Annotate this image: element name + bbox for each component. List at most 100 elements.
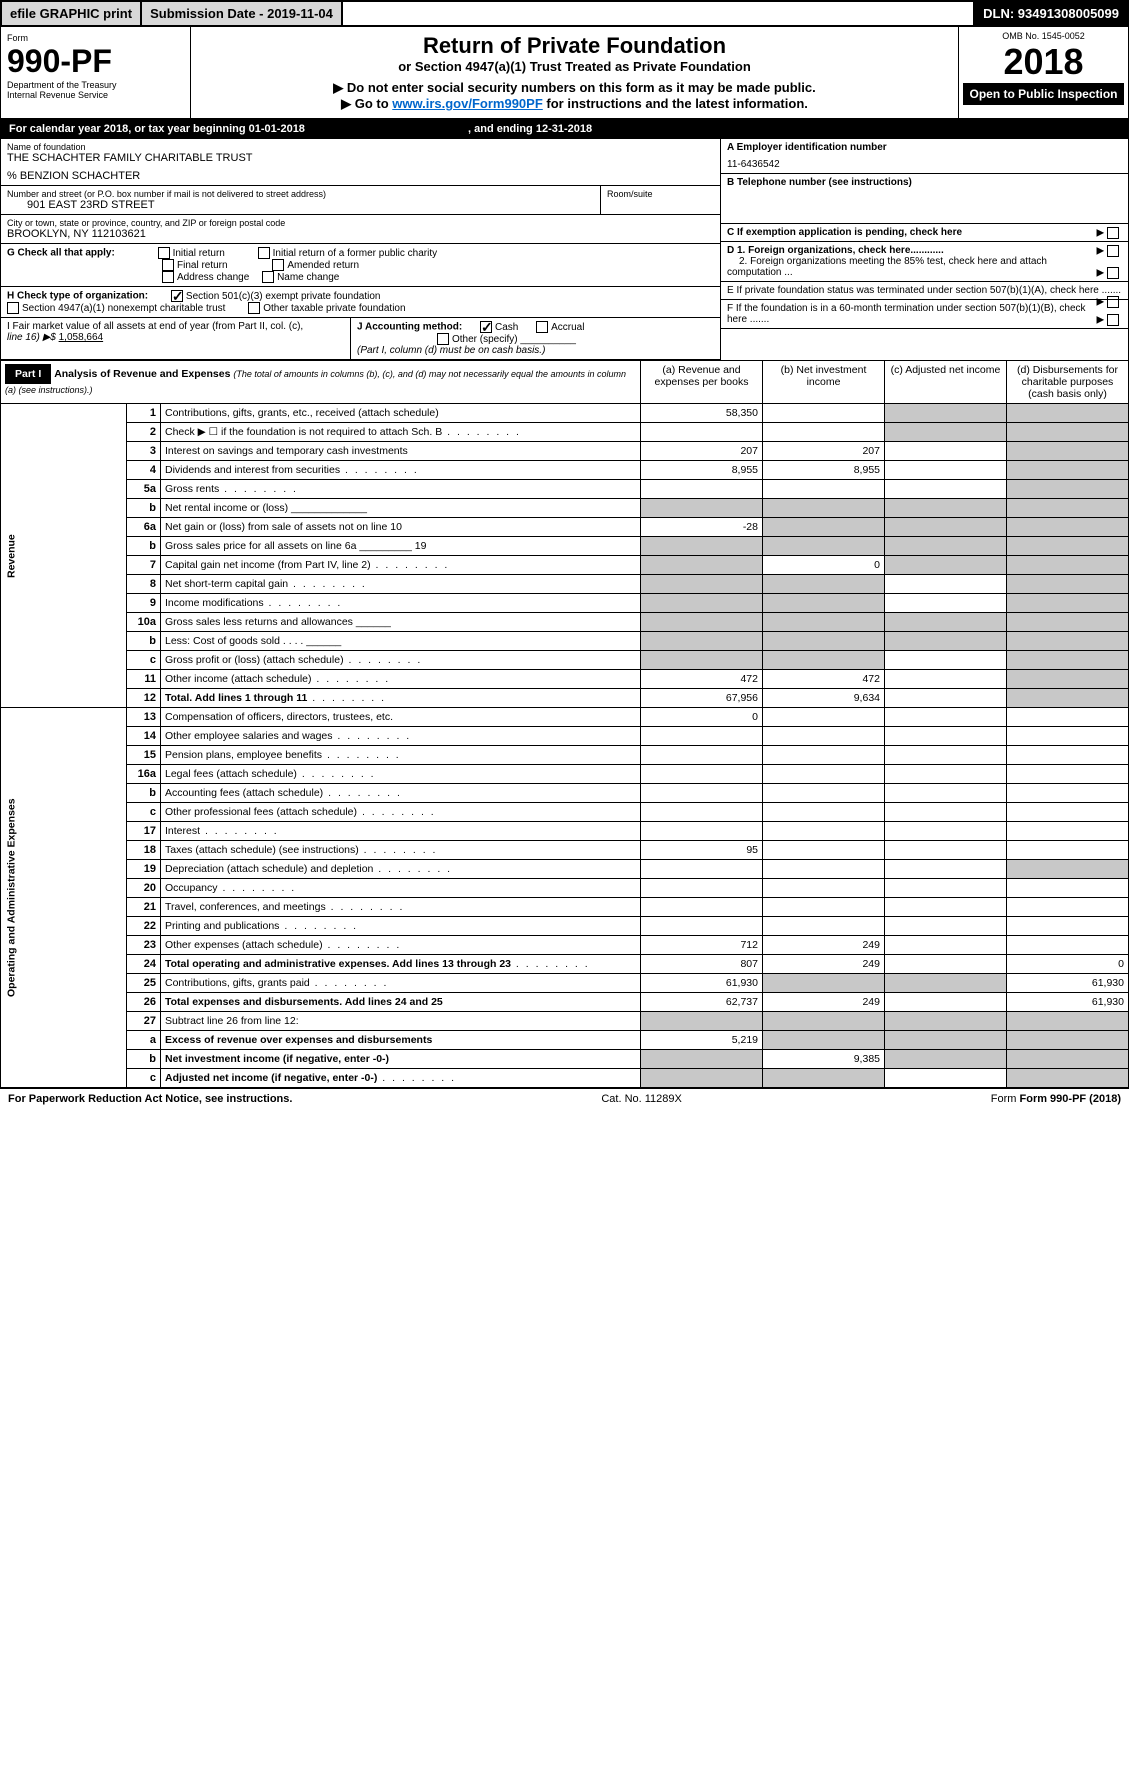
accrual-checkbox[interactable] [536, 321, 548, 333]
501c3-checkbox[interactable] [171, 290, 183, 302]
line-number: b [127, 499, 161, 518]
col-a-value [641, 632, 763, 651]
name-label: Name of foundation [7, 142, 714, 152]
col-c-value [885, 765, 1007, 784]
col-a-value [641, 727, 763, 746]
col-a-value [641, 1050, 763, 1069]
col-c-value [885, 727, 1007, 746]
room-cell: Room/suite [601, 186, 721, 215]
col-b-value [763, 480, 885, 499]
line-number: b [127, 784, 161, 803]
omb-label: OMB No. 1545-0052 [963, 31, 1124, 41]
col-a-value [641, 480, 763, 499]
col-d-value [1007, 784, 1129, 803]
line-number: 24 [127, 955, 161, 974]
col-b-value [763, 1012, 885, 1031]
part1-label: Part I [5, 364, 51, 384]
cal-pre: For calendar year 2018, or tax year begi… [9, 123, 249, 135]
col-d-value [1007, 537, 1129, 556]
form-label: Form [7, 33, 184, 43]
line-number: 2 [127, 423, 161, 442]
col-c-value [885, 803, 1007, 822]
final-return-checkbox[interactable] [162, 259, 174, 271]
col-a-value: 712 [641, 936, 763, 955]
col-b-value: 207 [763, 442, 885, 461]
col-b-value [763, 879, 885, 898]
line-description: Excess of revenue over expenses and disb… [161, 1031, 641, 1050]
col-a-value [641, 803, 763, 822]
col-d-value: 61,930 [1007, 974, 1129, 993]
cash-checkbox[interactable] [480, 321, 492, 333]
c-label: C If exemption application is pending, c… [727, 227, 962, 238]
table-row: 19Depreciation (attach schedule) and dep… [1, 860, 1129, 879]
form-title: Return of Private Foundation [211, 33, 938, 59]
col-a-header: (a) Revenue and expenses per books [641, 361, 763, 404]
table-row: 15Pension plans, employee benefits [1, 746, 1129, 765]
col-a-value [641, 1069, 763, 1088]
d1-checkbox[interactable] [1107, 245, 1119, 257]
h-opt-2: Other taxable private foundation [263, 303, 405, 314]
line-number: 21 [127, 898, 161, 917]
col-d-value [1007, 860, 1129, 879]
name-change-checkbox[interactable] [262, 271, 274, 283]
table-row: Revenue1Contributions, gifts, grants, et… [1, 404, 1129, 423]
table-row: 10aGross sales less returns and allowanc… [1, 613, 1129, 632]
initial-return-checkbox[interactable] [158, 247, 170, 259]
line-number: 22 [127, 917, 161, 936]
col-d-value [1007, 480, 1129, 499]
other-taxable-checkbox[interactable] [248, 302, 260, 314]
col-d-value [1007, 917, 1129, 936]
footer-left: For Paperwork Reduction Act Notice, see … [8, 1093, 292, 1105]
g-opt-5: Name change [277, 272, 339, 283]
g-opt-2: Final return [177, 260, 228, 271]
col-c-value [885, 613, 1007, 632]
c-cell: C If exemption application is pending, c… [721, 224, 1128, 242]
col-c-value [885, 423, 1007, 442]
amended-checkbox[interactable] [272, 259, 284, 271]
e-checkbox[interactable] [1107, 296, 1119, 308]
col-d-value [1007, 1012, 1129, 1031]
header-left: Form 990-PF Department of the Treasury I… [1, 27, 191, 118]
line-description: Gross sales price for all assets on line… [161, 537, 641, 556]
col-c-value [885, 898, 1007, 917]
address-change-checkbox[interactable] [162, 271, 174, 283]
line-description: Total expenses and disbursements. Add li… [161, 993, 641, 1012]
f-checkbox[interactable] [1107, 314, 1119, 326]
col-d-header: (d) Disbursements for charitable purpose… [1007, 361, 1129, 404]
i-label: I Fair market value of all assets at end… [7, 321, 303, 332]
col-c-value [885, 575, 1007, 594]
line-number: 7 [127, 556, 161, 575]
table-row: 26Total expenses and disbursements. Add … [1, 993, 1129, 1012]
line-description: Net gain or (loss) from sale of assets n… [161, 518, 641, 537]
4947-checkbox[interactable] [7, 302, 19, 314]
instructions-link[interactable]: www.irs.gov/Form990PF [392, 96, 543, 111]
c-checkbox[interactable] [1107, 227, 1119, 239]
table-row: Operating and Administrative Expenses13C… [1, 708, 1129, 727]
d2-checkbox[interactable] [1107, 267, 1119, 279]
line-description: Total. Add lines 1 through 11 [161, 689, 641, 708]
other-method-checkbox[interactable] [437, 333, 449, 345]
col-d-value [1007, 518, 1129, 537]
line-description: Travel, conferences, and meetings [161, 898, 641, 917]
g-label: G Check all that apply: [7, 248, 115, 259]
table-row: 7Capital gain net income (from Part IV, … [1, 556, 1129, 575]
col-a-value [641, 822, 763, 841]
table-row: 5aGross rents [1, 480, 1129, 499]
col-b-value [763, 803, 885, 822]
dln-label: DLN: 93491308005099 [975, 2, 1127, 25]
col-a-value [641, 879, 763, 898]
line-description: Other professional fees (attach schedule… [161, 803, 641, 822]
col-d-value [1007, 556, 1129, 575]
col-b-value [763, 841, 885, 860]
efile-print-button[interactable]: efile GRAPHIC print [2, 2, 142, 25]
col-b-value: 249 [763, 936, 885, 955]
col-d-value [1007, 594, 1129, 613]
line-description: Income modifications [161, 594, 641, 613]
initial-former-checkbox[interactable] [258, 247, 270, 259]
submission-date-button[interactable]: Submission Date - 2019-11-04 [142, 2, 343, 25]
line-description: Net short-term capital gain [161, 575, 641, 594]
table-row: cAdjusted net income (if negative, enter… [1, 1069, 1129, 1088]
note2-pre: ▶ Go to [341, 96, 392, 111]
col-d-value [1007, 423, 1129, 442]
col-c-value [885, 879, 1007, 898]
